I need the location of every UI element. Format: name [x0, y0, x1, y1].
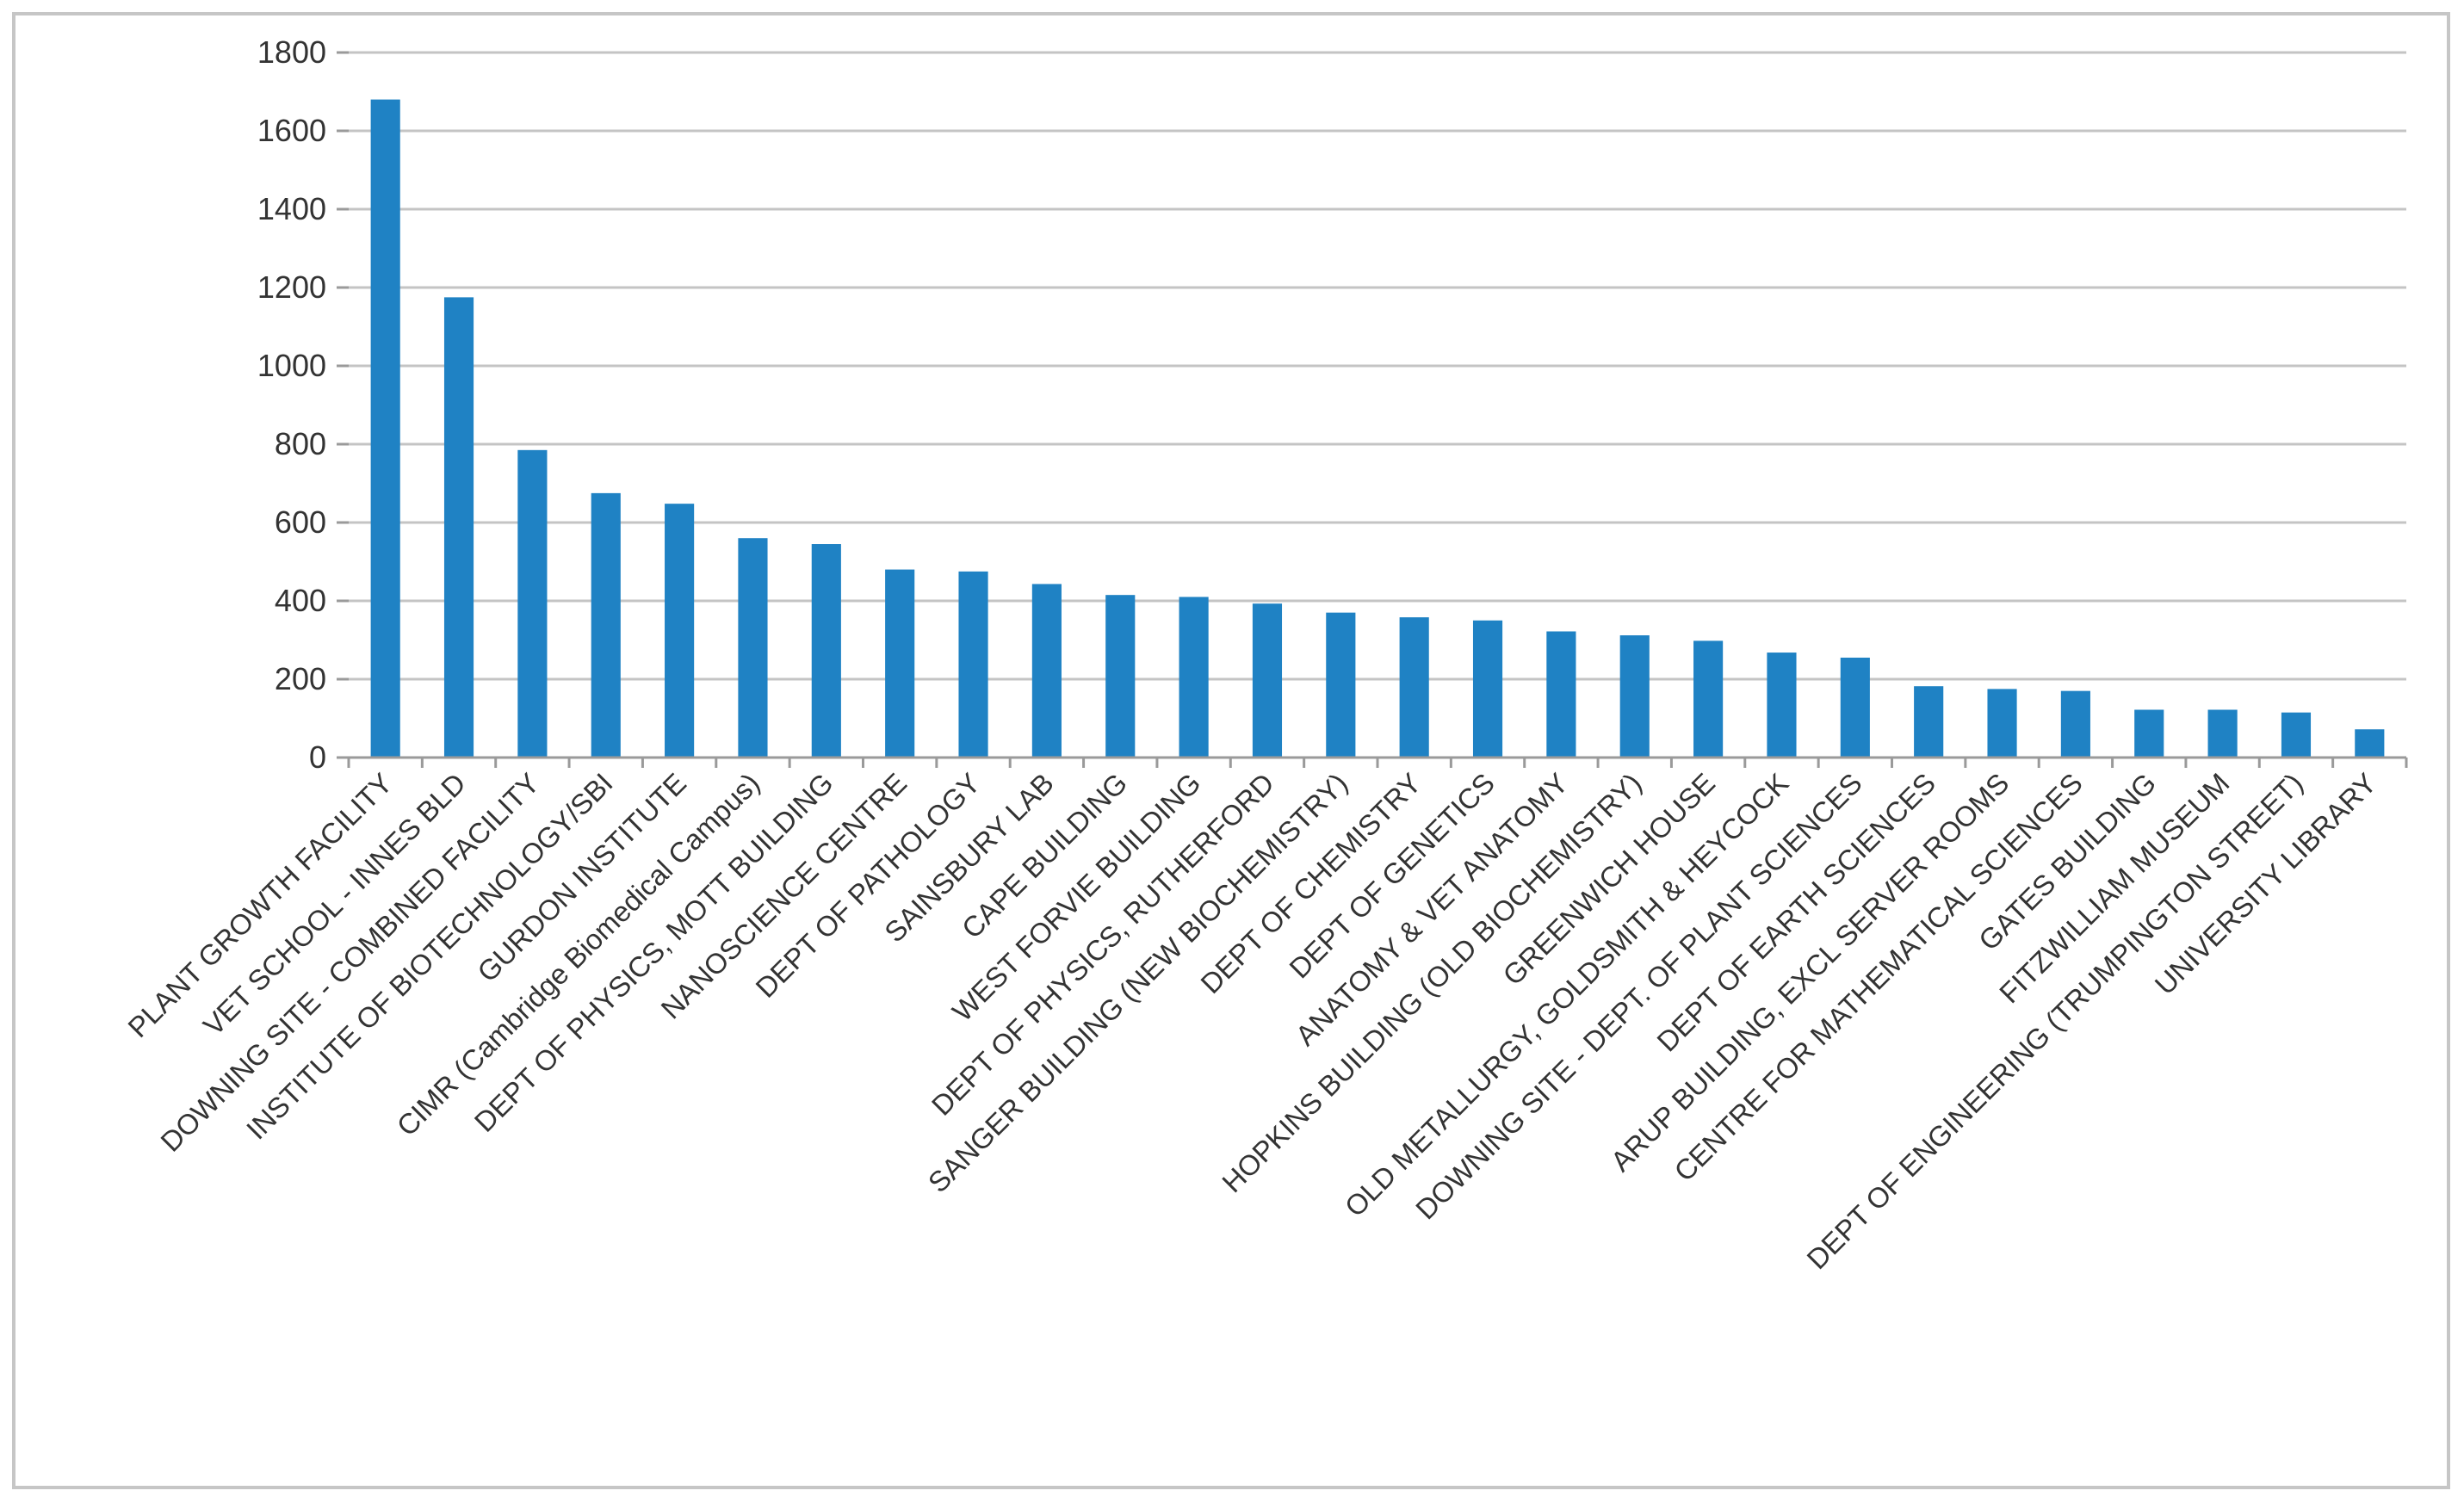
bar	[1031, 584, 1062, 758]
bar	[811, 544, 841, 758]
y-tick-label: 1000	[257, 348, 326, 383]
bar	[1546, 631, 1576, 758]
y-tick-label: 1200	[257, 269, 326, 305]
bar	[2134, 709, 2164, 758]
bar	[443, 297, 474, 758]
bar	[517, 449, 548, 758]
bar	[2355, 729, 2385, 758]
y-tick-label: 0	[309, 739, 326, 775]
y-tick-label: 800	[275, 426, 326, 461]
bar	[1914, 686, 1944, 758]
x-tick-label: PLANT GROWTH FACILITY	[121, 767, 398, 1043]
bar	[738, 538, 768, 758]
y-tick-label: 1600	[257, 113, 326, 148]
bar	[1472, 620, 1503, 758]
bar	[1619, 635, 1650, 758]
bar	[1767, 653, 1797, 758]
chart-frame	[12, 12, 2450, 1489]
bar	[370, 99, 400, 758]
bar	[1252, 603, 1283, 758]
bar	[591, 492, 621, 758]
y-tick-label: 1400	[257, 191, 326, 226]
bar	[2207, 709, 2238, 758]
y-tick-label: 1800	[257, 34, 326, 70]
x-axis	[347, 756, 2408, 768]
bar	[2281, 712, 2312, 758]
bar	[958, 571, 988, 758]
bar	[1987, 689, 2017, 758]
bar	[2060, 690, 2090, 758]
bars	[370, 99, 2385, 758]
bar	[885, 569, 915, 758]
y-tick-label: 200	[275, 661, 326, 696]
y-axis-tick-labels: 0 200 400 600 800 1000 1200 1400 1600 1800	[257, 34, 349, 775]
bar	[1693, 640, 1724, 758]
bar	[1840, 657, 1870, 758]
bar	[1179, 597, 1209, 758]
bar	[1105, 595, 1136, 758]
y-tick-label: 600	[275, 504, 326, 540]
y-tick-label: 400	[275, 583, 326, 618]
bar	[1399, 617, 1429, 758]
bar	[665, 504, 695, 758]
bar	[1326, 612, 1356, 758]
gridlines	[349, 51, 2406, 681]
